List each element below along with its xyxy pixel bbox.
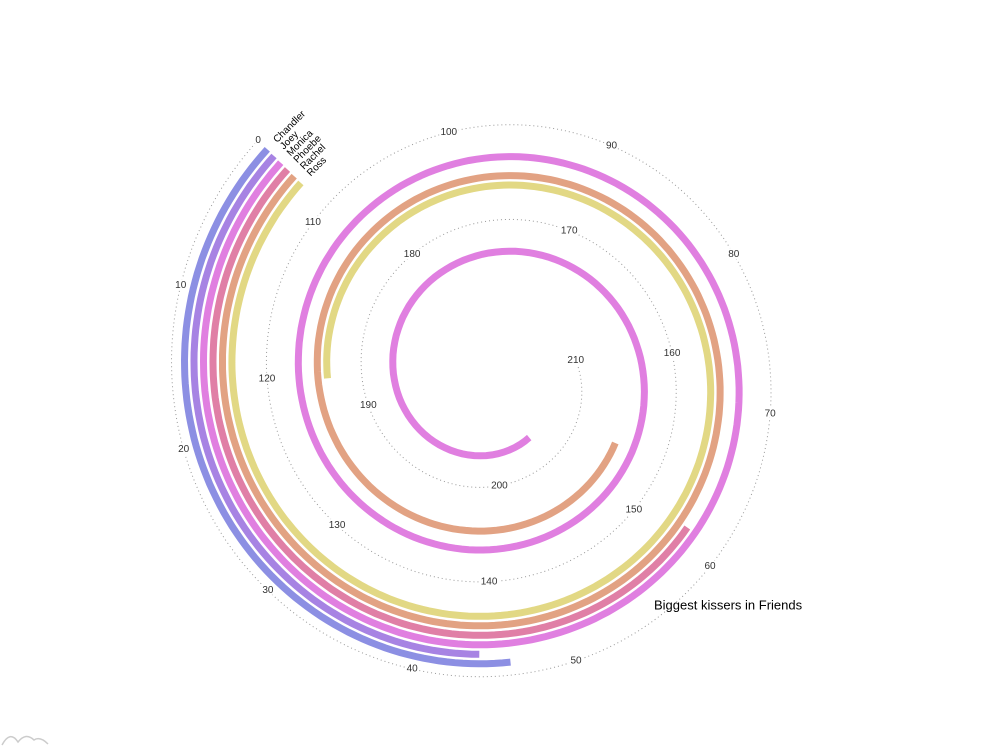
tick-label: 30: [262, 585, 274, 596]
tick-label: 180: [404, 249, 421, 260]
bar: [190, 153, 480, 658]
tick-label: 10: [175, 280, 187, 291]
bar: [180, 146, 511, 668]
tick-label: 120: [259, 373, 276, 384]
tick-label: 20: [178, 444, 190, 455]
bar: [219, 172, 724, 630]
logo: [1, 735, 49, 746]
tick-label: 170: [561, 225, 578, 236]
tick-label: 80: [728, 249, 740, 260]
tick-label: 70: [765, 409, 777, 420]
tick-label: 210: [567, 355, 584, 366]
tick-label: 150: [625, 505, 642, 516]
bar: [209, 167, 691, 639]
chart-title: Biggest kissers in Friends: [654, 597, 803, 612]
tick-label: 90: [606, 140, 618, 151]
tick-label: 190: [360, 400, 377, 411]
tick-label: 200: [491, 480, 508, 491]
bar: [228, 180, 715, 620]
tick-label: 0: [255, 135, 261, 146]
tick-label: 130: [329, 520, 346, 531]
tick-label: 40: [407, 664, 419, 675]
tick-label: 60: [704, 561, 716, 572]
tick-label: 100: [440, 127, 457, 138]
tick-label: 160: [664, 348, 681, 359]
tick-label: 110: [305, 217, 321, 228]
bar: [199, 153, 743, 649]
tick-label: 140: [481, 576, 498, 587]
tick-label: 50: [570, 655, 582, 666]
